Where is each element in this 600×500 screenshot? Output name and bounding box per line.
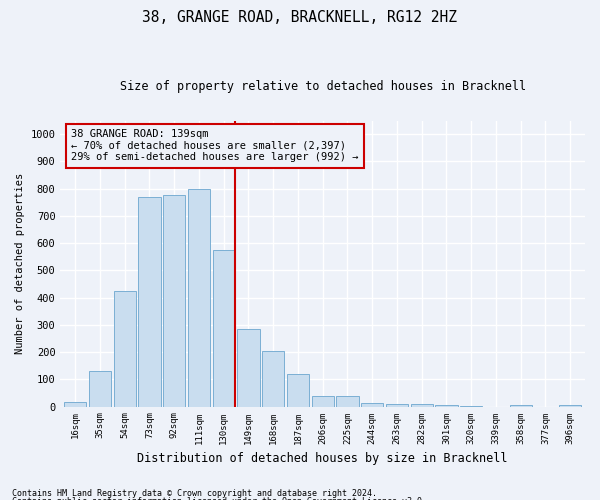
Bar: [188, 188, 210, 406]
Bar: [410, 404, 433, 406]
Bar: [262, 350, 284, 406]
Text: 38 GRANGE ROAD: 139sqm
← 70% of detached houses are smaller (2,397)
29% of semi-: 38 GRANGE ROAD: 139sqm ← 70% of detached…: [71, 129, 358, 162]
Bar: [386, 404, 408, 406]
Bar: [212, 250, 235, 406]
Bar: [64, 402, 86, 406]
Text: 38, GRANGE ROAD, BRACKNELL, RG12 2HZ: 38, GRANGE ROAD, BRACKNELL, RG12 2HZ: [143, 10, 458, 25]
Text: Contains public sector information licensed under the Open Government Licence v3: Contains public sector information licen…: [12, 498, 427, 500]
Bar: [311, 396, 334, 406]
Bar: [163, 196, 185, 406]
Bar: [89, 371, 111, 406]
Bar: [435, 405, 458, 406]
Bar: [361, 404, 383, 406]
Title: Size of property relative to detached houses in Bracknell: Size of property relative to detached ho…: [119, 80, 526, 93]
Bar: [139, 197, 161, 406]
X-axis label: Distribution of detached houses by size in Bracknell: Distribution of detached houses by size …: [137, 452, 508, 465]
Bar: [559, 405, 581, 406]
Bar: [337, 396, 359, 406]
Bar: [113, 291, 136, 406]
Bar: [509, 405, 532, 406]
Bar: [238, 329, 260, 406]
Y-axis label: Number of detached properties: Number of detached properties: [15, 173, 25, 354]
Text: Contains HM Land Registry data © Crown copyright and database right 2024.: Contains HM Land Registry data © Crown c…: [12, 488, 377, 498]
Bar: [287, 374, 309, 406]
